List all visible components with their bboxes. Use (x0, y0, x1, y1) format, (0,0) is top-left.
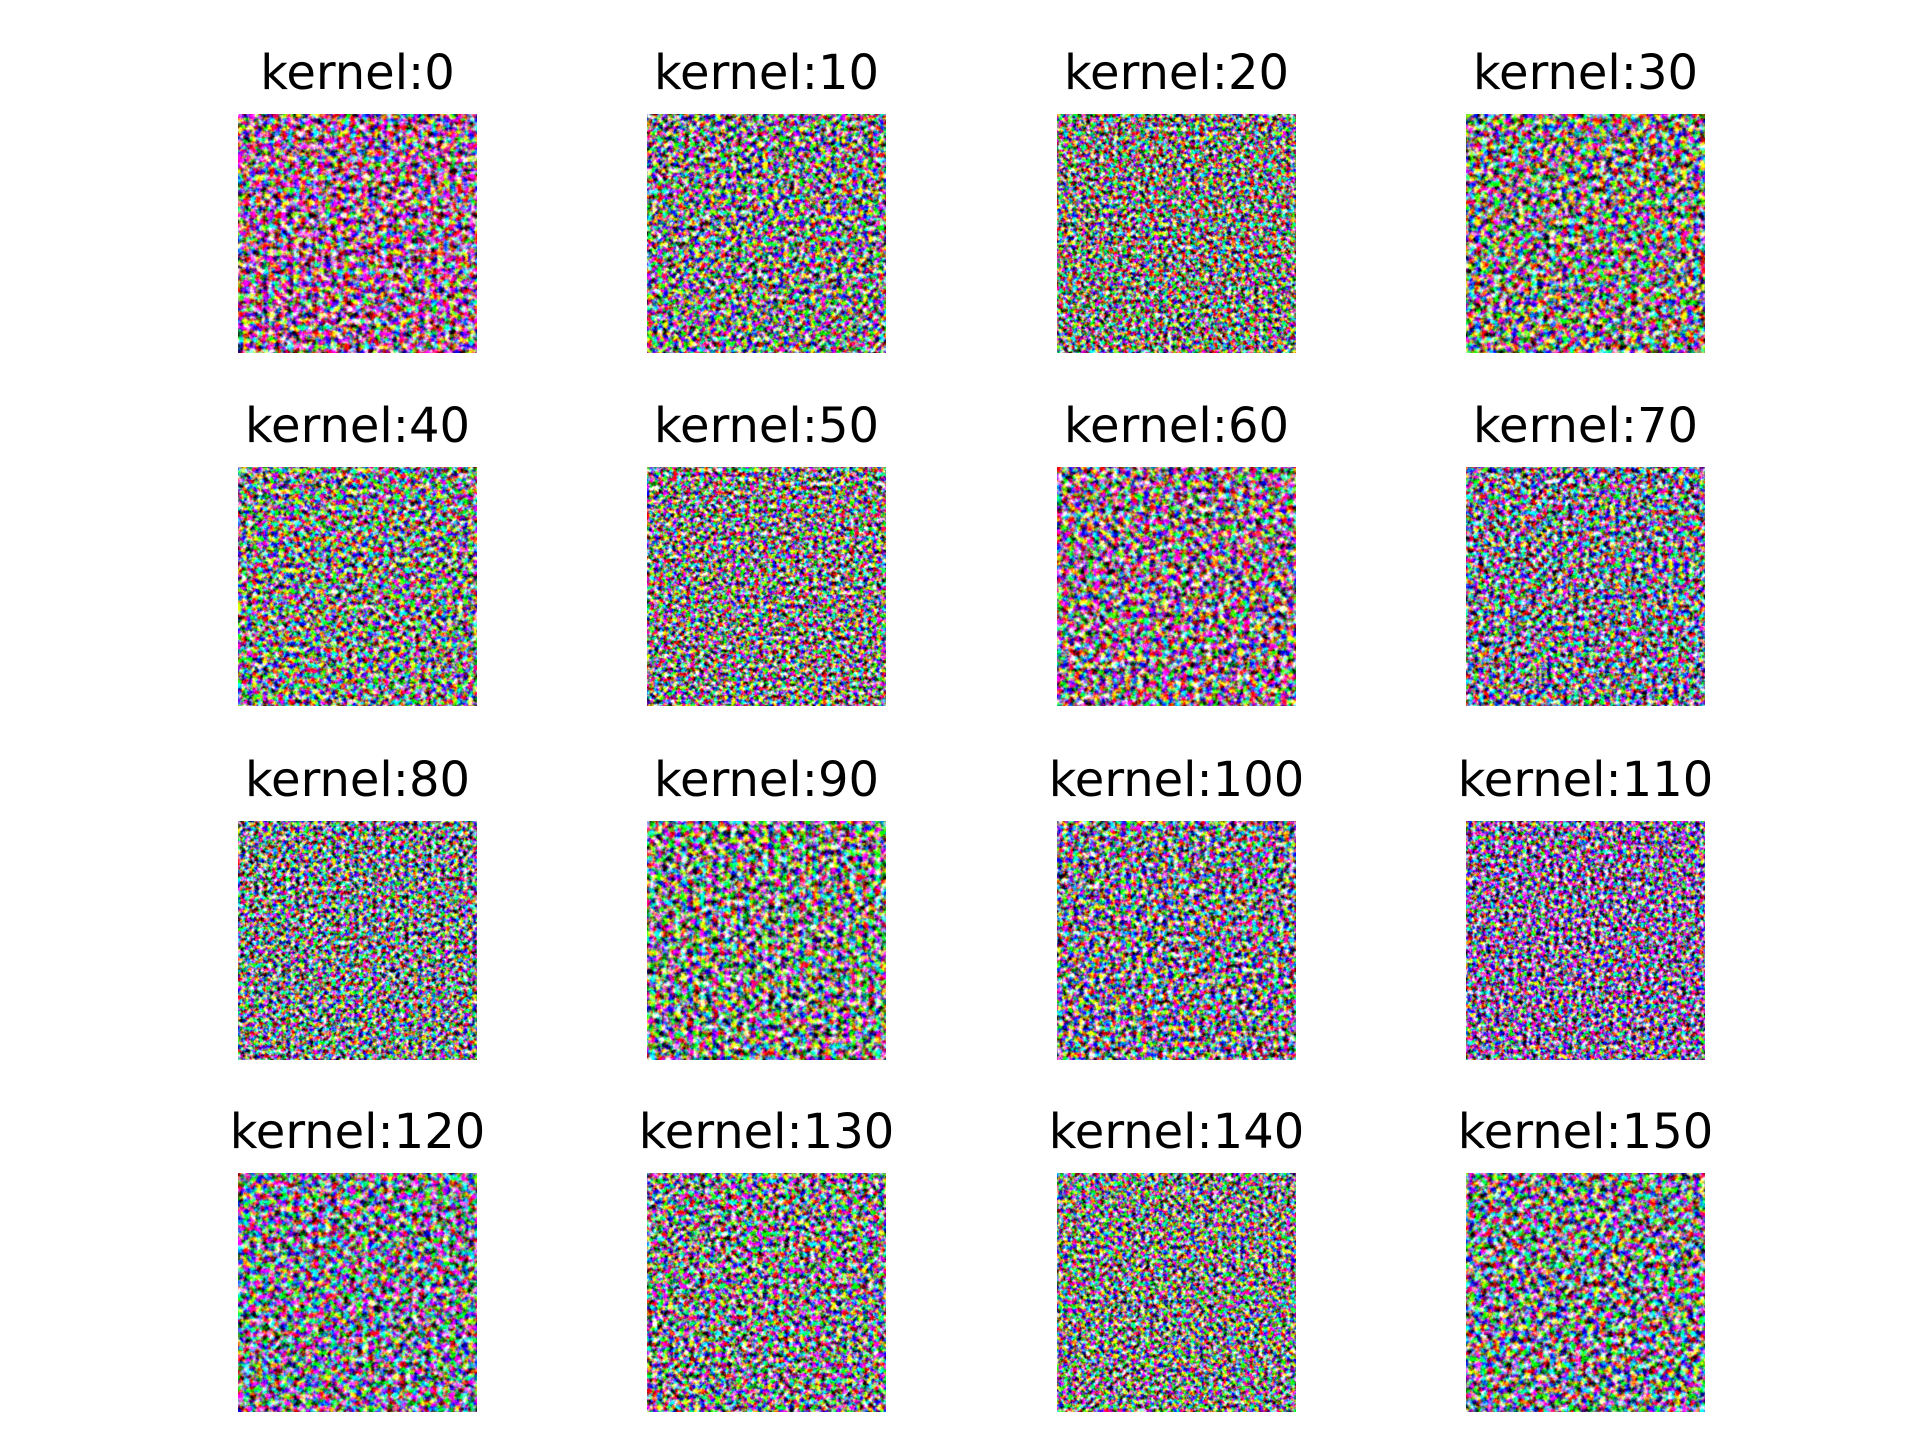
panel: kernel:80 (238, 752, 477, 1060)
panel: kernel:50 (647, 398, 886, 706)
feature-image (1057, 821, 1296, 1060)
panel-title: kernel:90 (654, 752, 879, 808)
feature-image (1466, 1173, 1705, 1412)
panel: kernel:90 (647, 752, 886, 1060)
panel-title: kernel:120 (230, 1104, 486, 1160)
panel: kernel:30 (1466, 45, 1705, 353)
panel: kernel:140 (1049, 1104, 1305, 1412)
panel-title: kernel:70 (1473, 398, 1698, 454)
panel: kernel:0 (238, 45, 477, 353)
panel-title: kernel:20 (1064, 45, 1289, 101)
panel: kernel:130 (639, 1104, 895, 1412)
panel: kernel:110 (1458, 752, 1714, 1060)
feature-image (238, 1173, 477, 1412)
feature-image (647, 467, 886, 706)
feature-image (1466, 821, 1705, 1060)
panel: kernel:120 (230, 1104, 486, 1412)
panel-title: kernel:50 (654, 398, 879, 454)
panel-title: kernel:150 (1458, 1104, 1714, 1160)
panel-title: kernel:10 (654, 45, 879, 101)
feature-image (647, 1173, 886, 1412)
feature-image (1466, 114, 1705, 353)
panel-title: kernel:60 (1064, 398, 1289, 454)
feature-image (1466, 467, 1705, 706)
panel-title: kernel:0 (260, 45, 455, 101)
feature-image (647, 821, 886, 1060)
panel-title: kernel:100 (1049, 752, 1305, 808)
panel-title: kernel:80 (245, 752, 470, 808)
feature-image (238, 114, 477, 353)
feature-image (238, 821, 477, 1060)
panel: kernel:70 (1466, 398, 1705, 706)
panel-title: kernel:110 (1458, 752, 1714, 808)
panel: kernel:20 (1057, 45, 1296, 353)
feature-image (1057, 114, 1296, 353)
feature-image (647, 114, 886, 353)
panel-title: kernel:130 (639, 1104, 895, 1160)
feature-image (1057, 467, 1296, 706)
panel: kernel:100 (1049, 752, 1305, 1060)
panel-title: kernel:40 (245, 398, 470, 454)
panel: kernel:60 (1057, 398, 1296, 706)
panel: kernel:10 (647, 45, 886, 353)
feature-image (1057, 1173, 1296, 1412)
feature-image (238, 467, 477, 706)
panel-title: kernel:30 (1473, 45, 1698, 101)
panel: kernel:150 (1458, 1104, 1714, 1412)
panel: kernel:40 (238, 398, 477, 706)
panel-title: kernel:140 (1049, 1104, 1305, 1160)
